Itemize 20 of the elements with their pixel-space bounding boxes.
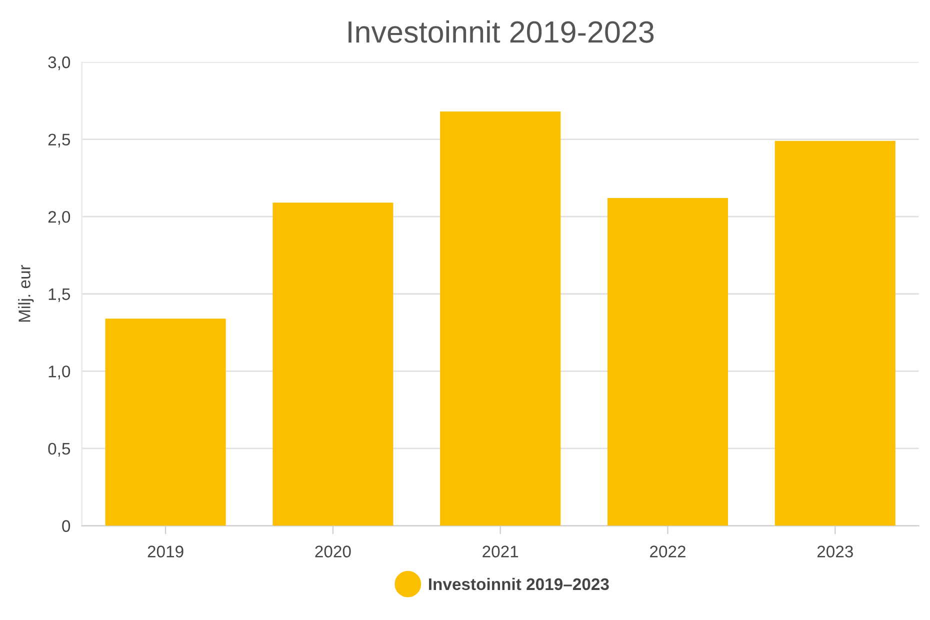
legend-label: Investoinnit 2019–2023 <box>429 578 609 590</box>
bar <box>272 202 394 526</box>
bar <box>440 111 561 526</box>
x-tick-label: 2019 <box>148 546 184 558</box>
y-tick-label: 1,0 <box>48 366 70 380</box>
y-tick-label: 3,0 <box>48 56 70 70</box>
y-tick-label: 2,5 <box>48 134 70 148</box>
x-tick-label: 2023 <box>817 546 853 558</box>
y-tick-label: 0,5 <box>48 442 70 457</box>
bar <box>105 318 226 526</box>
x-tick-label: 2021 <box>482 546 518 558</box>
y-tick-label: 2,0 <box>48 210 70 225</box>
x-tick-label: 2020 <box>315 546 351 558</box>
y-tick-label: 0 <box>62 520 70 532</box>
chart-title: Investoinnit 2019-2023 <box>348 20 654 43</box>
x-tick-label: 2022 <box>650 546 686 558</box>
y-tick-label: 1,5 <box>48 288 70 302</box>
bar <box>607 198 728 526</box>
bar <box>774 140 896 526</box>
y-axis-title: Milj. eur <box>18 264 34 322</box>
